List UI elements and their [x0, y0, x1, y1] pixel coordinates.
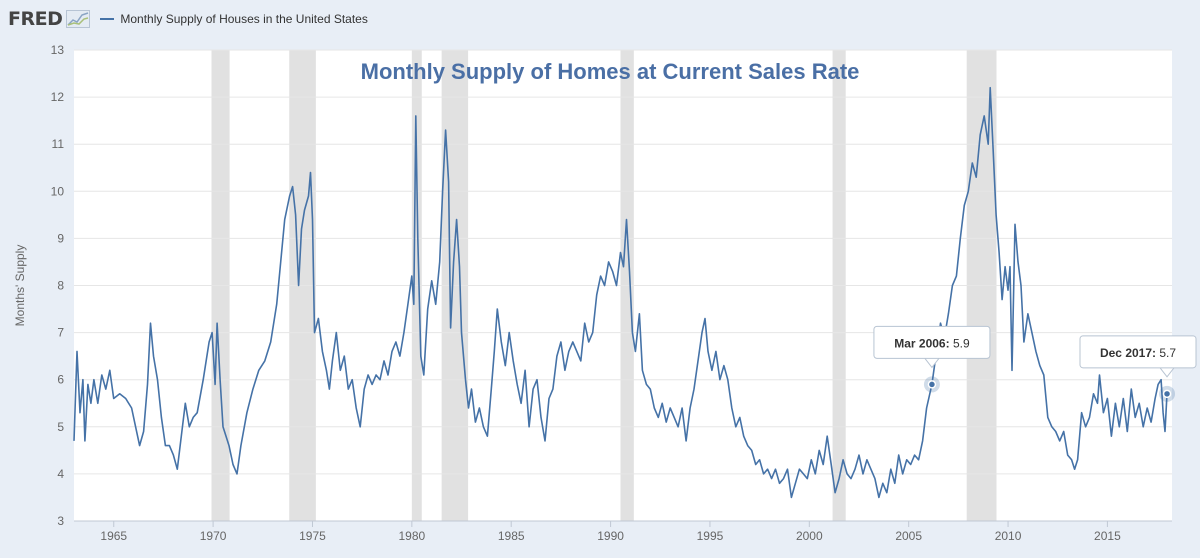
y-tick-label: 10 — [51, 184, 65, 198]
y-tick-label: 9 — [57, 231, 64, 245]
chart-header: FRED Monthly Supply of Houses in the Uni… — [8, 6, 808, 32]
tooltip-value: 5.7 — [1156, 346, 1176, 360]
tooltip-text: Dec 2017: 5.7 — [1100, 346, 1176, 360]
legend-series-label: Monthly Supply of Houses in the United S… — [120, 12, 368, 26]
x-tick-label: 2015 — [1094, 529, 1121, 543]
x-tick-label: 2000 — [796, 529, 823, 543]
y-tick-label: 8 — [57, 279, 64, 293]
legend-line-swatch — [100, 18, 115, 20]
y-tick-label: 11 — [52, 137, 65, 151]
tooltip-pointer — [1159, 367, 1175, 378]
x-tick-label: 2005 — [895, 529, 922, 543]
x-tick-label: 1965 — [100, 529, 127, 543]
chart-line-icon — [66, 10, 91, 28]
fred-logo[interactable]: FRED — [8, 8, 63, 30]
tooltip-box[interactable] — [873, 325, 991, 359]
tooltip-value: 5.9 — [950, 336, 970, 350]
point-marker[interactable] — [1162, 389, 1172, 399]
y-tick-label: 3 — [57, 514, 64, 528]
y-tick-label: 4 — [57, 467, 64, 481]
series-line[interactable] — [73, 86, 1168, 499]
point-marker[interactable] — [927, 380, 937, 389]
y-axis-label: Months' Supply — [13, 245, 27, 327]
tooltip-date: Mar 2006: — [894, 336, 949, 350]
tooltip-date: Dec 2017: — [1100, 346, 1156, 360]
chart-title: Monthly Supply of Homes at Current Sales… — [361, 59, 860, 84]
x-tick-label: 1975 — [299, 529, 326, 543]
tooltip-pointer — [924, 358, 940, 369]
x-tick-label: 1995 — [697, 529, 724, 543]
tooltip-box[interactable] — [1079, 335, 1197, 369]
x-tick-label: 2010 — [995, 529, 1022, 543]
y-tick-label: 12 — [51, 90, 65, 104]
legend-item[interactable]: Monthly Supply of Houses in the United S… — [100, 12, 368, 26]
x-tick-label: 1980 — [398, 529, 425, 543]
y-tick-label: 6 — [57, 373, 64, 387]
x-tick-label: 1985 — [498, 529, 525, 543]
y-tick-label: 7 — [57, 326, 64, 340]
tooltip-text: Mar 2006: 5.9 — [894, 336, 970, 350]
x-tick-label: 1970 — [200, 529, 227, 543]
x-tick-label: 1990 — [597, 529, 624, 543]
y-tick-label: 13 — [51, 43, 65, 57]
y-tick-label: 5 — [57, 420, 64, 434]
